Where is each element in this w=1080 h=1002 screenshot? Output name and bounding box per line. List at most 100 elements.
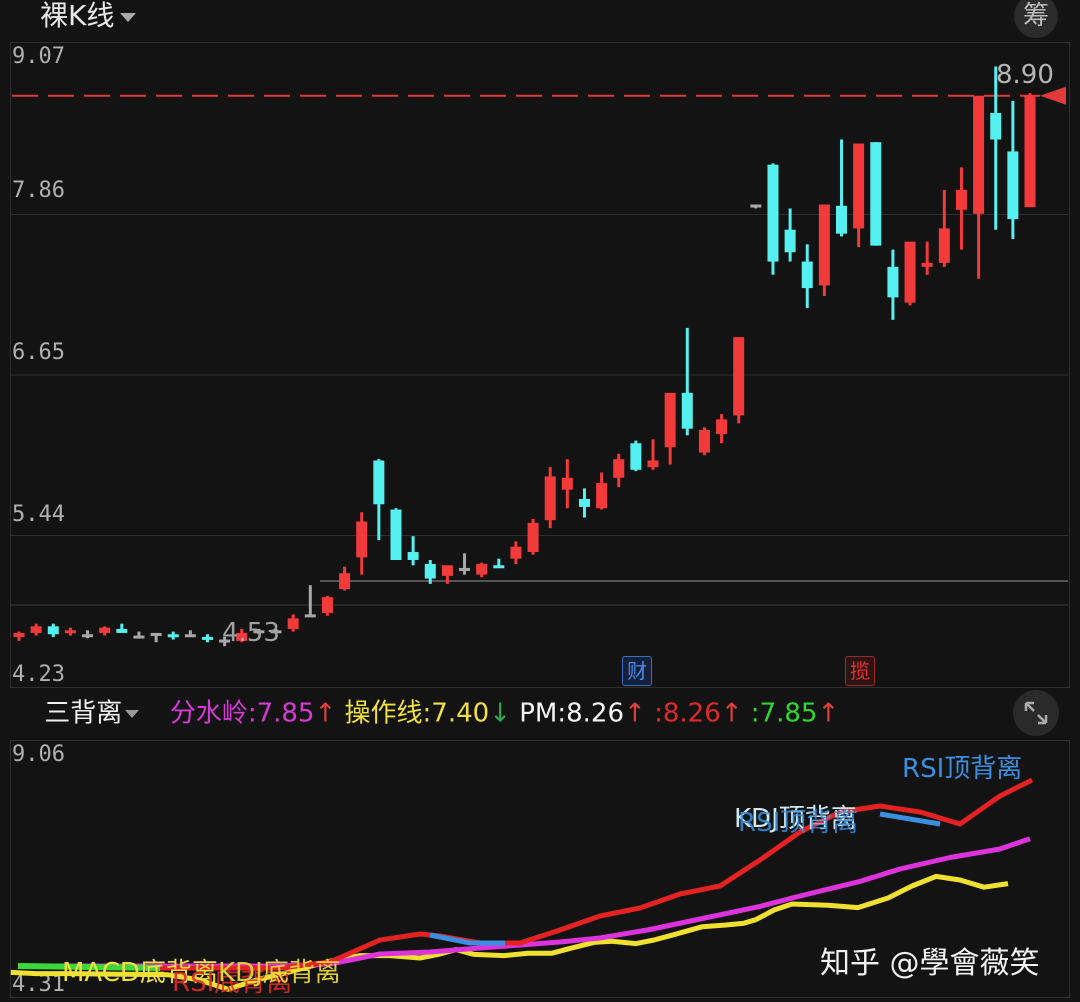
- candle[interactable]: [116, 623, 128, 633]
- candle[interactable]: [938, 189, 950, 267]
- candle[interactable]: [544, 467, 556, 529]
- rsi-bottom-divergence-label: RSI底背离: [172, 968, 293, 998]
- arrow-down-icon: ↓: [489, 698, 511, 729]
- candle[interactable]: [818, 204, 830, 297]
- candle[interactable]: [47, 623, 59, 637]
- indicator-name: 三背离: [44, 698, 123, 729]
- candle[interactable]: [253, 628, 265, 635]
- candle[interactable]: [561, 459, 573, 509]
- y-axis-label: 5.44: [12, 502, 65, 527]
- chip-distribution-button[interactable]: 筹: [1014, 0, 1058, 38]
- candle[interactable]: [167, 631, 179, 640]
- candle[interactable]: [836, 139, 848, 237]
- high-price-label: 8.90: [996, 60, 1054, 90]
- candlestick-chart[interactable]: [0, 0, 1080, 690]
- candle[interactable]: [201, 634, 213, 643]
- candle[interactable]: [801, 244, 813, 308]
- candle[interactable]: [356, 512, 368, 575]
- y-axis-label: 6.65: [12, 340, 65, 365]
- indicator-value-red: :8.26: [654, 698, 721, 729]
- indicator-selector[interactable]: 三背离: [44, 698, 140, 729]
- indicator-value-pm: PM:8.26: [519, 698, 625, 729]
- candle[interactable]: [767, 163, 779, 275]
- candle[interactable]: [304, 585, 316, 618]
- candle[interactable]: [750, 204, 762, 209]
- arrow-up-icon: ↑: [314, 698, 337, 729]
- candle[interactable]: [133, 631, 145, 639]
- candle[interactable]: [270, 628, 282, 634]
- candle[interactable]: [904, 241, 916, 306]
- candle[interactable]: [321, 595, 333, 616]
- arrow-up-icon: ↑: [817, 698, 840, 729]
- rsi-top-divergence-label: RSI顶背离: [902, 754, 1023, 784]
- candle[interactable]: [716, 414, 728, 444]
- rsi-top-divergence-label-2: RSI顶背离: [738, 808, 859, 838]
- candle[interactable]: [459, 553, 471, 575]
- candle[interactable]: [493, 558, 505, 569]
- candle[interactable]: [853, 143, 865, 247]
- low-price-label: 4.53: [222, 618, 280, 648]
- indicator-value-watershed: 分水岭:7.85: [169, 698, 315, 729]
- candle[interactable]: [921, 241, 933, 275]
- y-axis-label: 7.86: [12, 178, 65, 203]
- divergence-chart[interactable]: [0, 740, 1080, 1002]
- candle[interactable]: [630, 440, 642, 472]
- dividend-marker[interactable]: 揽: [845, 656, 875, 686]
- candle[interactable]: [441, 565, 453, 584]
- candle[interactable]: [339, 566, 351, 591]
- candle[interactable]: [973, 95, 985, 279]
- candle[interactable]: [13, 631, 25, 641]
- candle[interactable]: [613, 453, 625, 488]
- candle[interactable]: [698, 427, 710, 456]
- chart-type-selector[interactable]: 裸K线: [40, 0, 137, 32]
- candle[interactable]: [664, 392, 676, 465]
- candle[interactable]: [184, 630, 196, 638]
- candle[interactable]: [784, 208, 796, 262]
- candle[interactable]: [236, 628, 248, 643]
- kdj-bottom-divergence-label: KDJ底背离: [218, 958, 341, 988]
- sub-y-axis-label: 4.31: [12, 972, 65, 997]
- candle[interactable]: [64, 627, 76, 636]
- candle[interactable]: [150, 632, 162, 643]
- candle[interactable]: [424, 559, 436, 584]
- arrow-up-icon: ↑: [720, 698, 743, 729]
- macd-bottom-divergence-label: MACD底背离: [62, 958, 218, 988]
- indicator-value-green: :7.85: [750, 698, 818, 729]
- candle[interactable]: [887, 249, 899, 320]
- indicator-value-operation-line: 操作线:7.40: [344, 698, 490, 729]
- chart-type-label: 裸K线: [40, 0, 115, 32]
- expand-button[interactable]: [1013, 690, 1059, 736]
- candle[interactable]: [647, 439, 659, 470]
- candle[interactable]: [99, 626, 111, 636]
- candle[interactable]: [990, 66, 1002, 230]
- candle[interactable]: [1007, 101, 1019, 239]
- indicator-bar: 三背离 分水岭:7.85↑ 操作线:7.40↓ PM:8.26↑ :8.26↑ …: [0, 692, 1080, 734]
- arrow-up-icon: ↑: [624, 698, 646, 729]
- chevron-down-icon: [125, 709, 140, 718]
- candle[interactable]: [733, 337, 745, 424]
- main-chart-panel: [10, 42, 1070, 688]
- candle[interactable]: [219, 636, 231, 647]
- y-axis-label: 4.23: [12, 662, 65, 687]
- candle[interactable]: [578, 488, 590, 518]
- candle[interactable]: [390, 508, 402, 560]
- candle[interactable]: [955, 167, 967, 250]
- chevron-down-icon: [120, 12, 137, 22]
- candle[interactable]: [510, 541, 522, 564]
- candle[interactable]: [476, 562, 488, 578]
- candle[interactable]: [287, 614, 299, 632]
- kdj-top-divergence-label: KDJ顶背离: [734, 804, 857, 834]
- candle[interactable]: [373, 459, 385, 541]
- candle[interactable]: [407, 536, 419, 566]
- candle[interactable]: [527, 518, 539, 555]
- candle[interactable]: [30, 623, 42, 636]
- candle[interactable]: [1024, 93, 1036, 208]
- watermark: 知乎 @學會薇笑: [820, 946, 1040, 981]
- financial-report-marker[interactable]: 财: [622, 656, 652, 686]
- candle[interactable]: [681, 327, 693, 436]
- candle[interactable]: [82, 630, 94, 639]
- expand-icon: [1024, 701, 1048, 725]
- candle[interactable]: [596, 472, 608, 510]
- candle[interactable]: [870, 142, 882, 246]
- sub-y-axis-label: 9.06: [12, 742, 65, 767]
